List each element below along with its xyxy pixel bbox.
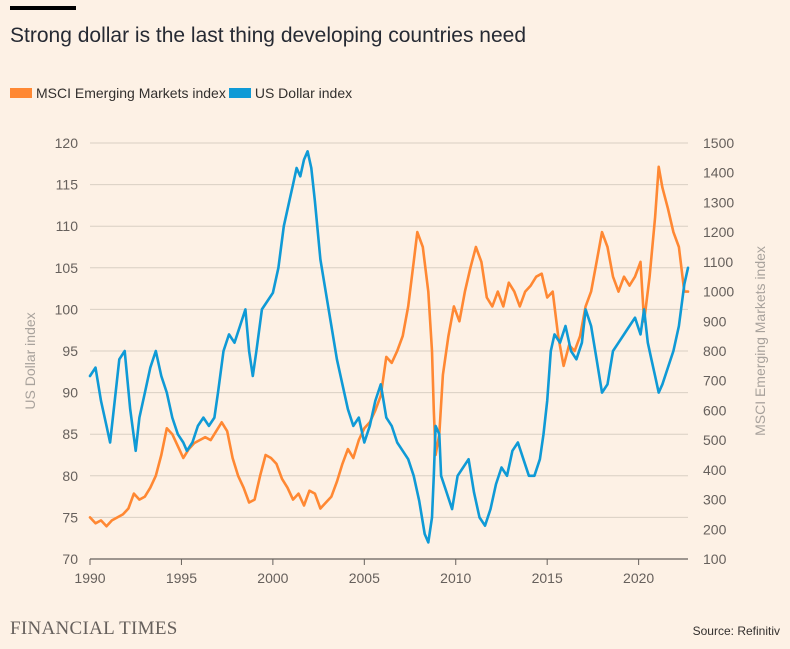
legend-label-msci: MSCI Emerging Markets index: [36, 85, 226, 101]
y-left-tick-label: 115: [56, 177, 79, 193]
y-right-tick-label: 400: [703, 462, 727, 478]
ft-logo: FINANCIAL TIMES: [10, 618, 178, 639]
y-left-tick-label: 70: [62, 551, 78, 567]
y-left-tick-label: 90: [62, 385, 78, 401]
x-tick-label: 2005: [349, 570, 380, 586]
y-right-tick-label: 1000: [703, 284, 734, 300]
y-left-tick-label: 85: [62, 426, 78, 442]
y-left-tick-label: 80: [62, 468, 78, 484]
legend-item-msci: MSCI Emerging Markets index: [10, 85, 226, 101]
legend-item-usd: US Dollar index: [228, 85, 353, 101]
y-right-tick-label: 1200: [703, 224, 734, 240]
y-right-tick-label: 300: [703, 492, 727, 508]
y-left-tick-label: 105: [55, 260, 79, 276]
y-right-tick-label: 1100: [703, 254, 733, 270]
y-right-tick-label: 900: [703, 313, 727, 329]
chart-title: Strong dollar is the last thing developi…: [10, 24, 526, 47]
y-left-tick-label: 100: [55, 301, 79, 317]
legend: MSCI Emerging Markets index US Dollar in…: [10, 85, 355, 101]
y-left-tick-label: 120: [55, 135, 79, 151]
legend-label-usd: US Dollar index: [254, 85, 353, 101]
y-right-tick-label: 1300: [703, 194, 734, 210]
legend-swatch-usd: [228, 88, 251, 98]
header-rule: [10, 6, 76, 10]
source-note: Source: Refinitiv: [692, 624, 780, 638]
y-right-tick-label: 1500: [703, 135, 734, 151]
x-tick-label: 2000: [257, 570, 288, 586]
x-tick-label: 2010: [440, 570, 471, 586]
usd-index-line: [88, 149, 690, 544]
y-right-axis-title: MSCI Emerging Markets index: [752, 246, 768, 436]
y-right-tick-label: 1400: [703, 165, 734, 181]
chart-plot: 70 75 80 85 90 95 100 105 110 115 120 100 200 300 400 5…: [22, 135, 768, 586]
y-left-axis-title: US Dollar index: [22, 312, 38, 409]
y-right-tick-label: 700: [703, 373, 727, 389]
x-tick-label: 2015: [532, 570, 563, 586]
y-right-tick-label: 800: [703, 343, 727, 359]
y-left-tick-label: 95: [62, 343, 78, 359]
x-tick-label: 1990: [74, 570, 105, 586]
x-tick-label: 1995: [166, 570, 197, 586]
legend-swatch-msci: [10, 88, 32, 98]
y-right-tick-label: 600: [703, 402, 727, 418]
y-left-tick-label: 75: [62, 509, 78, 525]
y-right-tick-label: 500: [703, 432, 727, 448]
y-right-tick-label: 100: [703, 551, 727, 567]
y-left-tick-label: 110: [56, 218, 79, 234]
y-right-tick-label: 200: [703, 521, 727, 537]
msci-em-line: [88, 165, 690, 528]
x-tick-label: 2020: [623, 570, 654, 586]
